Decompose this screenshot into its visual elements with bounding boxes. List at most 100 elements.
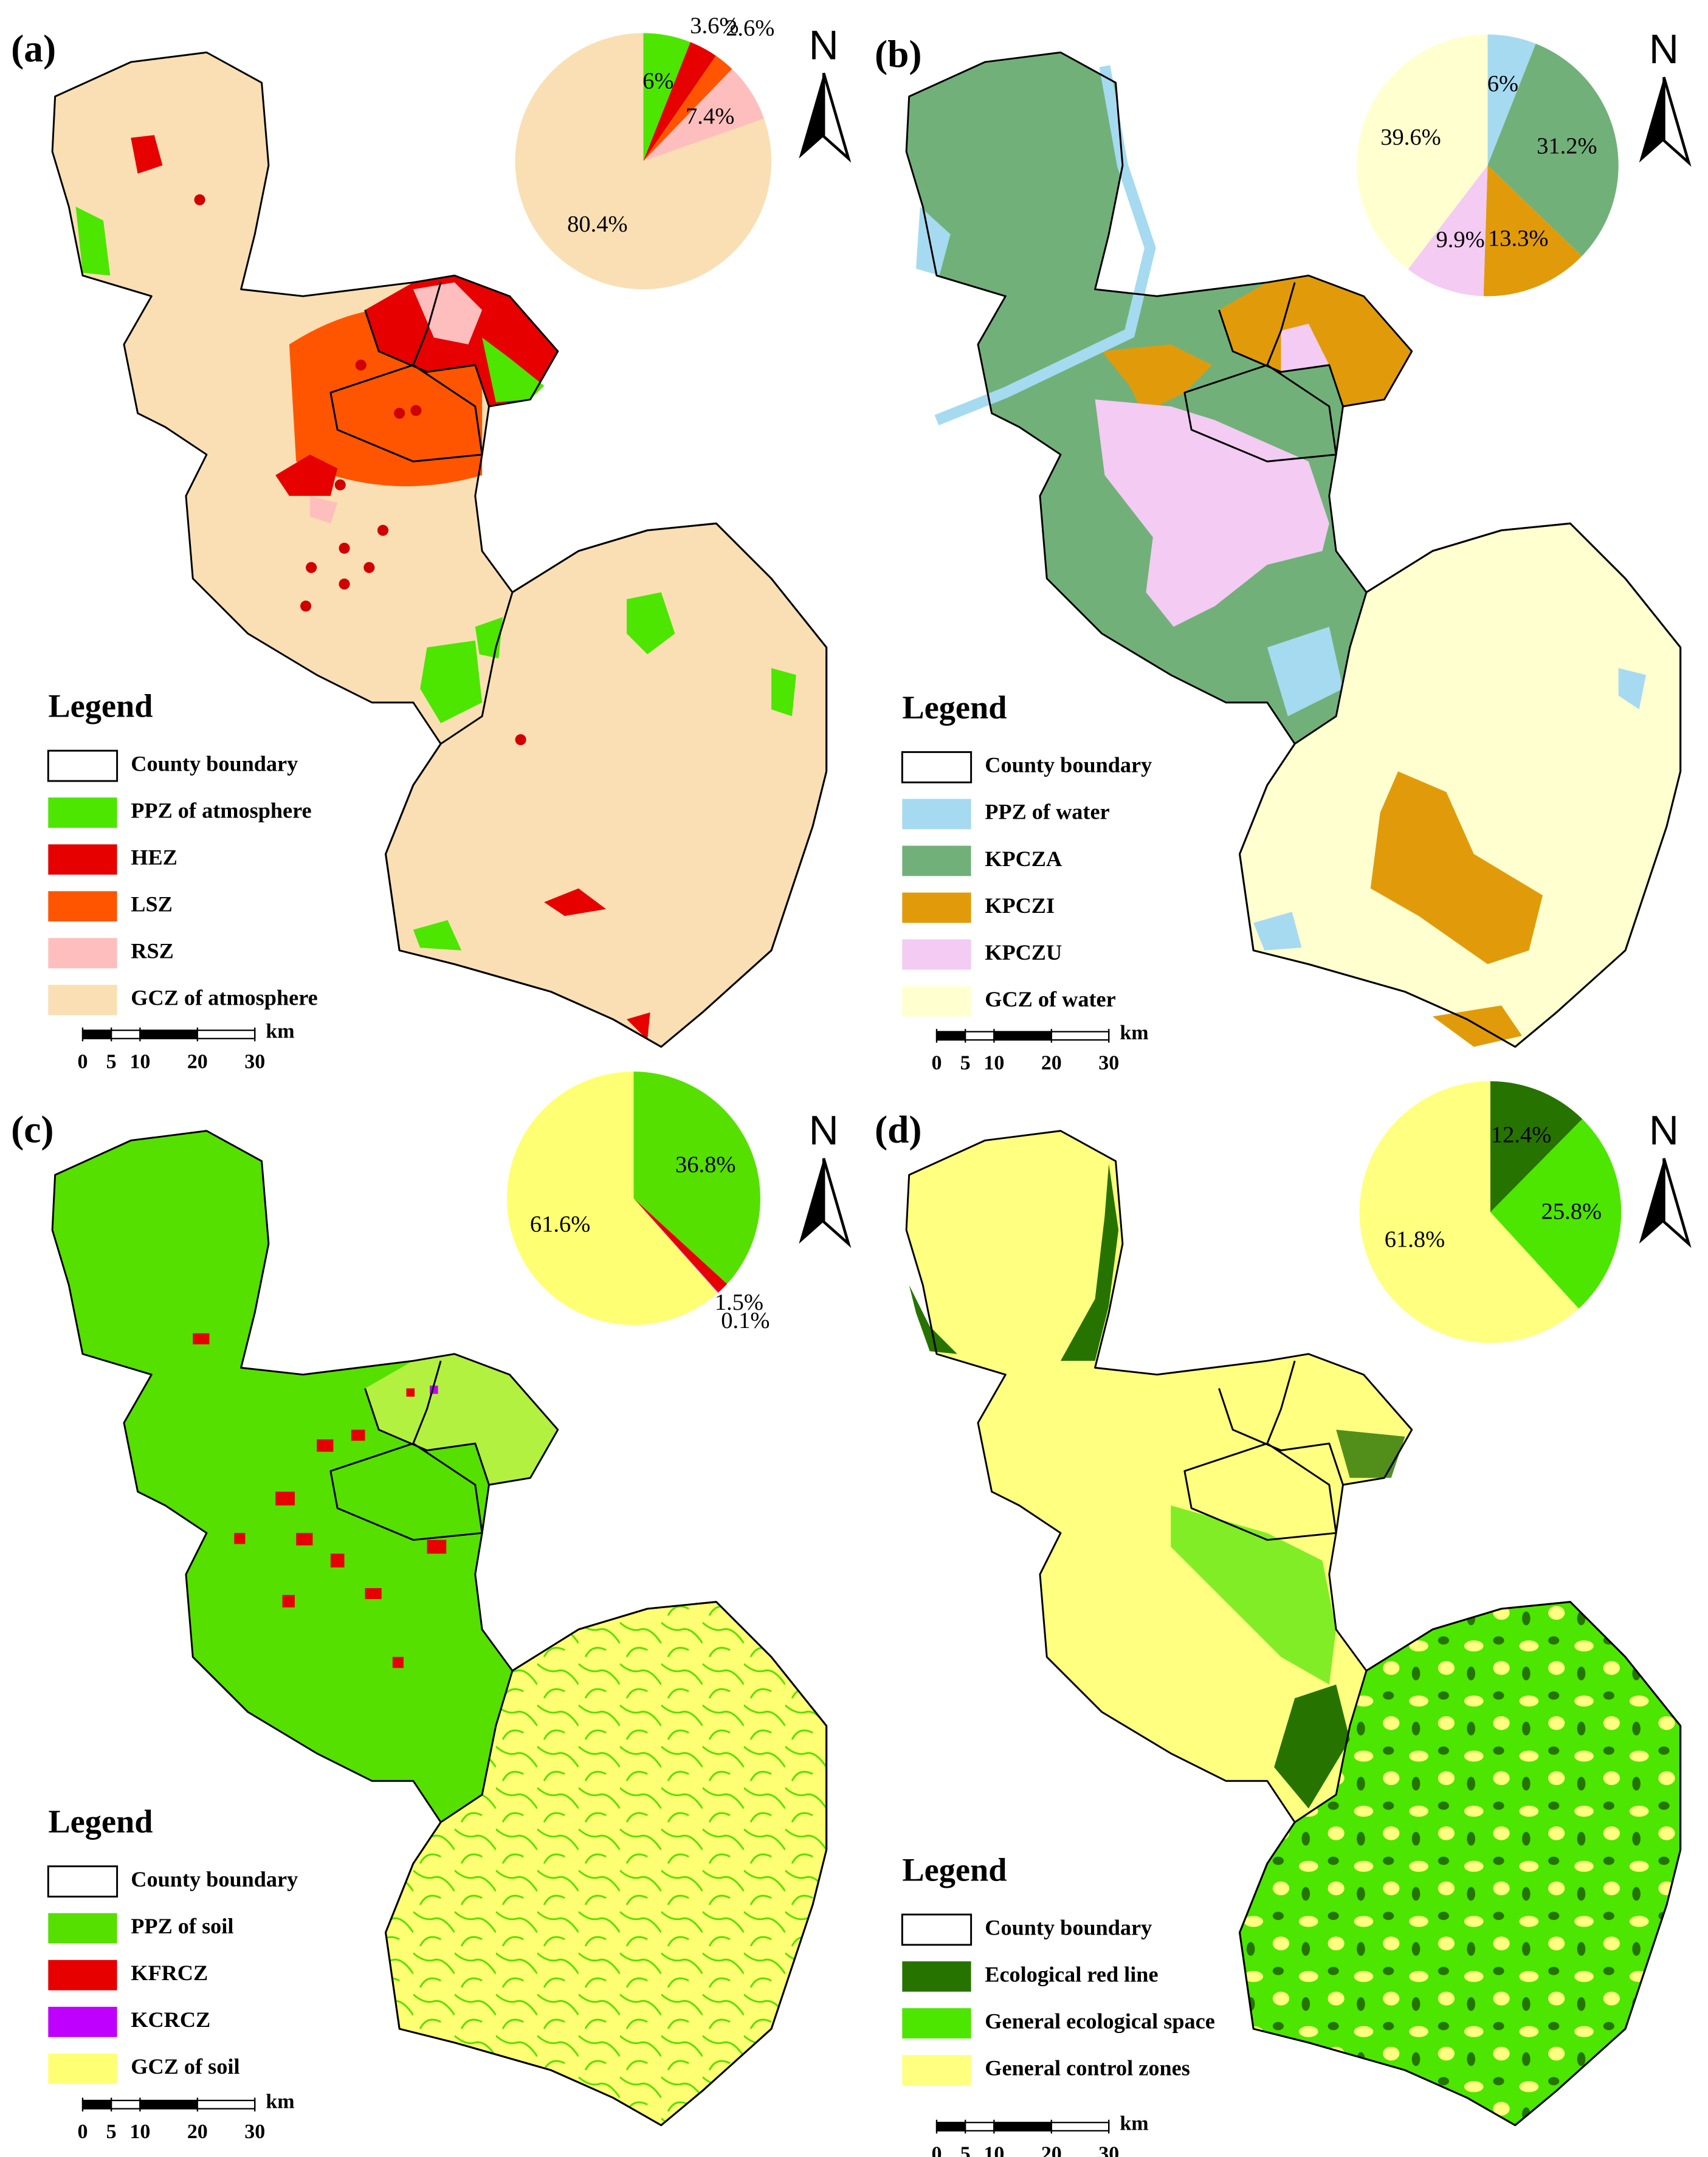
map-shape [193,1333,210,1344]
map-shape [515,734,526,746]
pie-label: 3.6% [690,13,739,39]
legend-label: RSZ [131,939,174,963]
scale-tick-label: 5 [960,2142,971,2157]
map-shape [194,194,526,746]
map-shape [420,640,483,723]
map-shape [1336,1429,1405,1478]
scale-tick-label: 30 [244,2121,265,2143]
map-shape [1060,1164,1119,1361]
map-b [906,52,1681,1047]
scale-segment [139,1030,198,1039]
map-shape [377,525,389,536]
panel: (c) N 36.8% 1.5%0.1% 61.6% Legend County bound… [11,1072,852,2143]
map-shape [413,920,462,951]
legend-label: LSZ [131,892,173,917]
map-shape [1274,1684,1350,1809]
scale-segment [111,1030,141,1039]
pie-slice [1490,1081,1583,1213]
scale-segment [139,2099,198,2110]
pie-label: 2.6% [726,16,774,41]
pie-label: 6% [642,69,673,94]
map-a [52,52,827,1047]
pie-label: 31.2% [1537,134,1597,159]
scale-tick-label: 10 [983,1052,1004,1075]
pie-label: 12.4% [1491,1123,1552,1148]
map-shape [351,1429,365,1441]
scale-tick-label: 20 [1041,2142,1062,2157]
scale-tick-label: 10 [983,2142,1004,2157]
map-shape [317,1439,334,1452]
map-shape [410,405,422,416]
scale-segment [993,2122,1052,2131]
pie-label: 13.3% [1488,226,1549,252]
scale-tick-label: 30 [1098,2142,1119,2157]
pie-label: 1.5% [715,1290,763,1315]
north-arrow-left [799,1158,824,1244]
north-label: N [809,22,839,68]
legend-swatch [47,1865,119,1898]
scale-segment [196,2099,256,2110]
scale-segment [196,1030,256,1039]
north-label: N [1649,1107,1679,1154]
scale-segment [935,2122,966,2131]
scale-tick-label: 10 [129,1050,150,1073]
scale-segment [965,2122,995,2131]
north-arrow-left [1639,77,1664,163]
legend-swatch [902,986,971,1017]
map-shape [306,562,317,573]
pie-label: 36.8% [675,1152,736,1177]
map-shape [275,454,338,496]
legend-label: KCRCZ [131,2007,210,2032]
north-arrow-right [1662,77,1692,167]
legend-swatch [902,892,971,923]
map-shape [627,1012,650,1041]
pie-slice [1483,165,1582,297]
scale-tick-label: 0 [931,1052,942,1075]
map-shape [131,135,163,174]
pie-slice [506,1072,718,1326]
pie-slice [643,69,765,162]
scale-tick-label: 20 [1041,1052,1062,1075]
scale-segment [965,1031,995,1041]
pie-label: 7.4% [686,103,734,129]
legend-swatch [901,1913,973,1946]
legend-label: County boundary [131,751,298,776]
map-shape [339,542,350,554]
pie-slice [1487,34,1536,166]
legend-swatch [902,845,971,876]
legend-label: General ecological space [985,2009,1215,2033]
map-shape [282,1595,295,1608]
legend-title: Legend [48,688,153,724]
panel: (d) N 12.4% 25.8% 61.8% Legend County boundary… [875,1081,1692,2157]
map-shape [309,495,338,524]
scale-unit: km [1120,1022,1148,1044]
map-shape [1281,323,1329,372]
pie-label: 25.8% [1541,1199,1602,1225]
legend-title: Legend [902,689,1007,726]
map-shape [627,592,675,655]
north-arrow-right [1662,1158,1692,1248]
pie-slice [643,55,732,162]
map-shape [934,65,1156,425]
pie-slice [1357,34,1488,269]
map-shape [339,578,350,590]
legend-title: Legend [902,1852,1007,1888]
map-shape [296,1533,313,1546]
legend-swatch [902,2055,971,2086]
scale-tick-label: 5 [960,1052,971,1075]
legend-label: Ecological red line [985,1962,1158,1986]
scale-unit: km [266,2090,294,2113]
scale-tick-label: 10 [129,2121,150,2143]
map-shape [234,1533,246,1544]
map-shape [275,1491,295,1505]
map-shape [482,337,545,402]
legend-label: GCZ of atmosphere [131,986,317,1010]
scale-segment [111,2099,141,2110]
scale-tick-label: 5 [106,2121,117,2143]
panel-label: (b) [875,32,922,75]
legend-swatch [48,938,117,969]
panel: (a) N 6% 3.6%2.6% 7.4% 80.4% Legend County boun… [11,13,852,1073]
pie-label: 61.8% [1385,1227,1445,1253]
map-d [906,1131,1681,2125]
